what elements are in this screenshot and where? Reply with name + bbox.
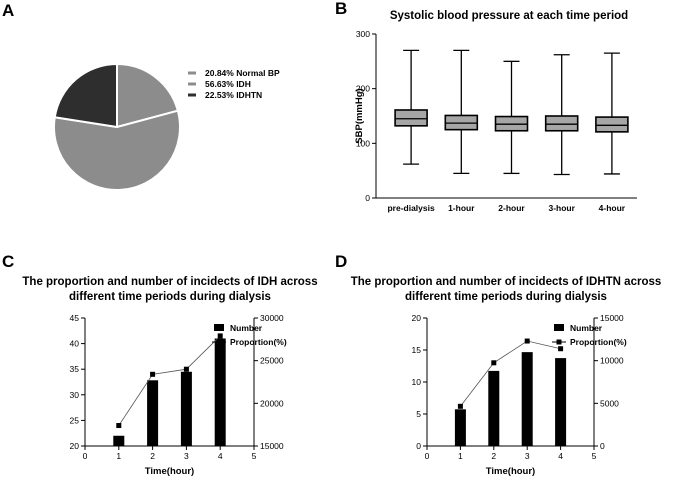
y-tick-label: 200 bbox=[356, 84, 370, 94]
legend-swatch bbox=[188, 93, 196, 97]
legend-label: 20.84% Normal BP bbox=[205, 68, 280, 78]
panel-label-a: A bbox=[2, 1, 14, 20]
idh-combo-chart: The proportion and number of incidects o… bbox=[22, 276, 317, 477]
box bbox=[544, 115, 579, 132]
legend-swatch bbox=[188, 82, 196, 86]
x-tick-label: 5 bbox=[252, 451, 257, 461]
pie-slice bbox=[53, 62, 118, 129]
marker-proportion bbox=[116, 423, 122, 429]
bar-number bbox=[555, 358, 567, 446]
bar-number bbox=[521, 352, 533, 446]
legend-swatch-number bbox=[554, 324, 564, 331]
x-tick-label: 4 bbox=[558, 451, 563, 461]
box bbox=[394, 109, 428, 127]
box bbox=[595, 116, 629, 133]
marker-proportion bbox=[217, 333, 223, 339]
legend-marker-proportion bbox=[556, 339, 562, 345]
y-tick-label: 0 bbox=[365, 193, 370, 203]
y-tick-label-left: 25 bbox=[70, 415, 80, 425]
x-tick-label: 3 bbox=[525, 451, 530, 461]
bar-number bbox=[147, 380, 159, 446]
y-tick-label: 100 bbox=[356, 138, 370, 148]
x-axis-label: Time(hour) bbox=[486, 466, 535, 477]
x-tick-label: 2-hour bbox=[498, 203, 525, 213]
marker-proportion bbox=[491, 360, 497, 366]
line-proportion bbox=[118, 335, 221, 426]
panel-label-b: B bbox=[335, 0, 347, 18]
y-axis-label: SBP(mmHg) bbox=[354, 88, 365, 143]
x-tick-label: 0 bbox=[83, 451, 88, 461]
legend-label-proportion: Proportion(%) bbox=[570, 337, 627, 347]
x-tick-label: 1 bbox=[116, 451, 121, 461]
x-tick-label: 4-hour bbox=[599, 203, 626, 213]
line-proportion bbox=[460, 340, 561, 407]
x-axis-label: Time(hour) bbox=[145, 466, 194, 477]
y-tick-label: 300 bbox=[356, 29, 370, 39]
legend-swatch-number bbox=[214, 324, 224, 331]
marker-proportion bbox=[524, 338, 530, 344]
legend-label: 56.63% IDH bbox=[205, 79, 251, 89]
marker-proportion bbox=[183, 366, 189, 372]
bar-number bbox=[180, 371, 192, 446]
y-tick-label-right: 0 bbox=[600, 441, 605, 451]
chart-title-line: The proportion and number of incidects o… bbox=[22, 276, 317, 288]
y-tick-label-right: 20000 bbox=[260, 398, 284, 408]
chart-title: Systolic blood pressure at each time per… bbox=[390, 10, 628, 22]
panel-label-c: C bbox=[2, 252, 14, 271]
y-tick-label-right: 10000 bbox=[600, 356, 624, 366]
bar-number bbox=[454, 409, 466, 446]
y-tick-label-right: 25000 bbox=[260, 356, 284, 366]
idhtn-combo-chart: The proportion and number of incidects o… bbox=[351, 276, 662, 477]
x-tick-label: 5 bbox=[592, 451, 597, 461]
y-tick-label-right: 5000 bbox=[600, 398, 619, 408]
chart-title-line: The proportion and number of incidects o… bbox=[351, 276, 662, 288]
y-tick-label-left: 30 bbox=[70, 390, 80, 400]
legend-marker-proportion bbox=[216, 339, 222, 345]
bar-number bbox=[113, 435, 125, 446]
y-tick-label-left: 10 bbox=[412, 377, 422, 387]
legend-label-proportion: Proportion(%) bbox=[230, 337, 287, 347]
y-tick-label-left: 20 bbox=[70, 441, 80, 451]
legend-label-number: Number bbox=[230, 323, 263, 333]
bar-number bbox=[214, 338, 226, 446]
bar-number bbox=[488, 370, 500, 446]
panel-label-d: D bbox=[335, 252, 347, 271]
legend-label-number: Number bbox=[570, 323, 603, 333]
pie-slice bbox=[53, 109, 181, 191]
x-tick-label: 1 bbox=[458, 451, 463, 461]
y-tick-label-right: 15000 bbox=[260, 441, 284, 451]
marker-proportion bbox=[558, 346, 564, 352]
y-tick-label-left: 20 bbox=[412, 313, 422, 323]
legend-swatch bbox=[188, 71, 196, 75]
x-tick-label: 0 bbox=[425, 451, 430, 461]
marker-proportion bbox=[150, 371, 156, 377]
chart-title-line: different time periods during dialysis bbox=[69, 291, 271, 303]
y-tick-label-left: 15 bbox=[412, 345, 422, 355]
x-tick-label: 1-hour bbox=[448, 203, 475, 213]
y-tick-label-left: 40 bbox=[70, 339, 80, 349]
x-tick-label: 3 bbox=[184, 451, 189, 461]
chart-title-line: different time periods during dialysis bbox=[405, 291, 607, 303]
pie-slice bbox=[116, 62, 180, 129]
y-tick-label-right: 30000 bbox=[260, 313, 284, 323]
x-tick-label: 4 bbox=[218, 451, 223, 461]
x-tick-label: 2 bbox=[491, 451, 496, 461]
x-tick-label: 3-hour bbox=[548, 203, 575, 213]
y-tick-label-left: 0 bbox=[416, 441, 421, 451]
box-plot: Systolic blood pressure at each time per… bbox=[354, 10, 637, 213]
x-tick-label: pre-dialysis bbox=[387, 203, 435, 213]
legend-label: 22.53% IDHTN bbox=[205, 90, 262, 100]
y-tick-label-left: 35 bbox=[70, 364, 80, 374]
y-tick-label-left: 5 bbox=[416, 409, 421, 419]
y-tick-label-right: 15000 bbox=[600, 313, 624, 323]
x-tick-label: 2 bbox=[150, 451, 155, 461]
marker-proportion bbox=[457, 403, 463, 409]
y-tick-label-left: 45 bbox=[70, 313, 80, 323]
